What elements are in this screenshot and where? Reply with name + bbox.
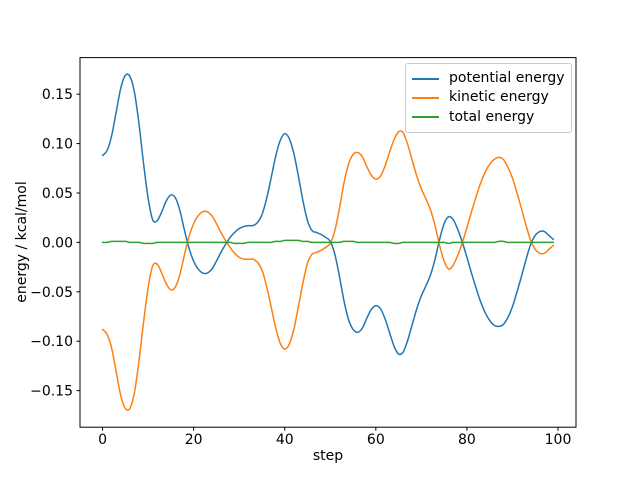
series-line-total-energy — [101, 239, 555, 245]
y-tick-label: −0.10 — [30, 334, 73, 350]
y-tick-label: 0.05 — [42, 186, 73, 202]
y-tick-label: 0.15 — [42, 87, 73, 103]
y-axis-label: energy / kcal/mol — [14, 181, 30, 303]
x-tick-label: 40 — [276, 432, 294, 448]
legend-item-potential-energy: potential energy — [412, 69, 565, 86]
y-tick-label: 0.00 — [42, 235, 73, 251]
x-tick-label: 80 — [458, 432, 476, 448]
legend-line-sample-potential — [412, 77, 439, 80]
axes-frame — [79, 57, 577, 428]
series-line-kinetic-energy — [101, 130, 555, 411]
x-tick-label: 20 — [185, 432, 203, 448]
x-tick-label: 100 — [545, 432, 572, 448]
y-tick-label: −0.15 — [30, 384, 73, 400]
x-tick-label: 0 — [98, 432, 107, 448]
series-line-potential-energy — [101, 73, 555, 356]
y-tick-label: −0.05 — [30, 285, 73, 301]
legend-item-kinetic-energy: kinetic energy — [412, 89, 565, 106]
y-tick-label: 0.10 — [42, 137, 73, 153]
legend-item-total-energy: total energy — [412, 108, 565, 125]
legend-label-kinetic: kinetic energy — [449, 89, 549, 106]
legend-label-potential: potential energy — [449, 69, 565, 86]
legend-line-sample-total — [412, 116, 439, 119]
legend-label-total: total energy — [449, 108, 535, 125]
legend-line-sample-kinetic — [412, 96, 439, 99]
x-tick-label: 60 — [367, 432, 385, 448]
legend: potential energy kinetic energy total en… — [405, 63, 572, 133]
x-axis-label: step — [312, 448, 344, 464]
